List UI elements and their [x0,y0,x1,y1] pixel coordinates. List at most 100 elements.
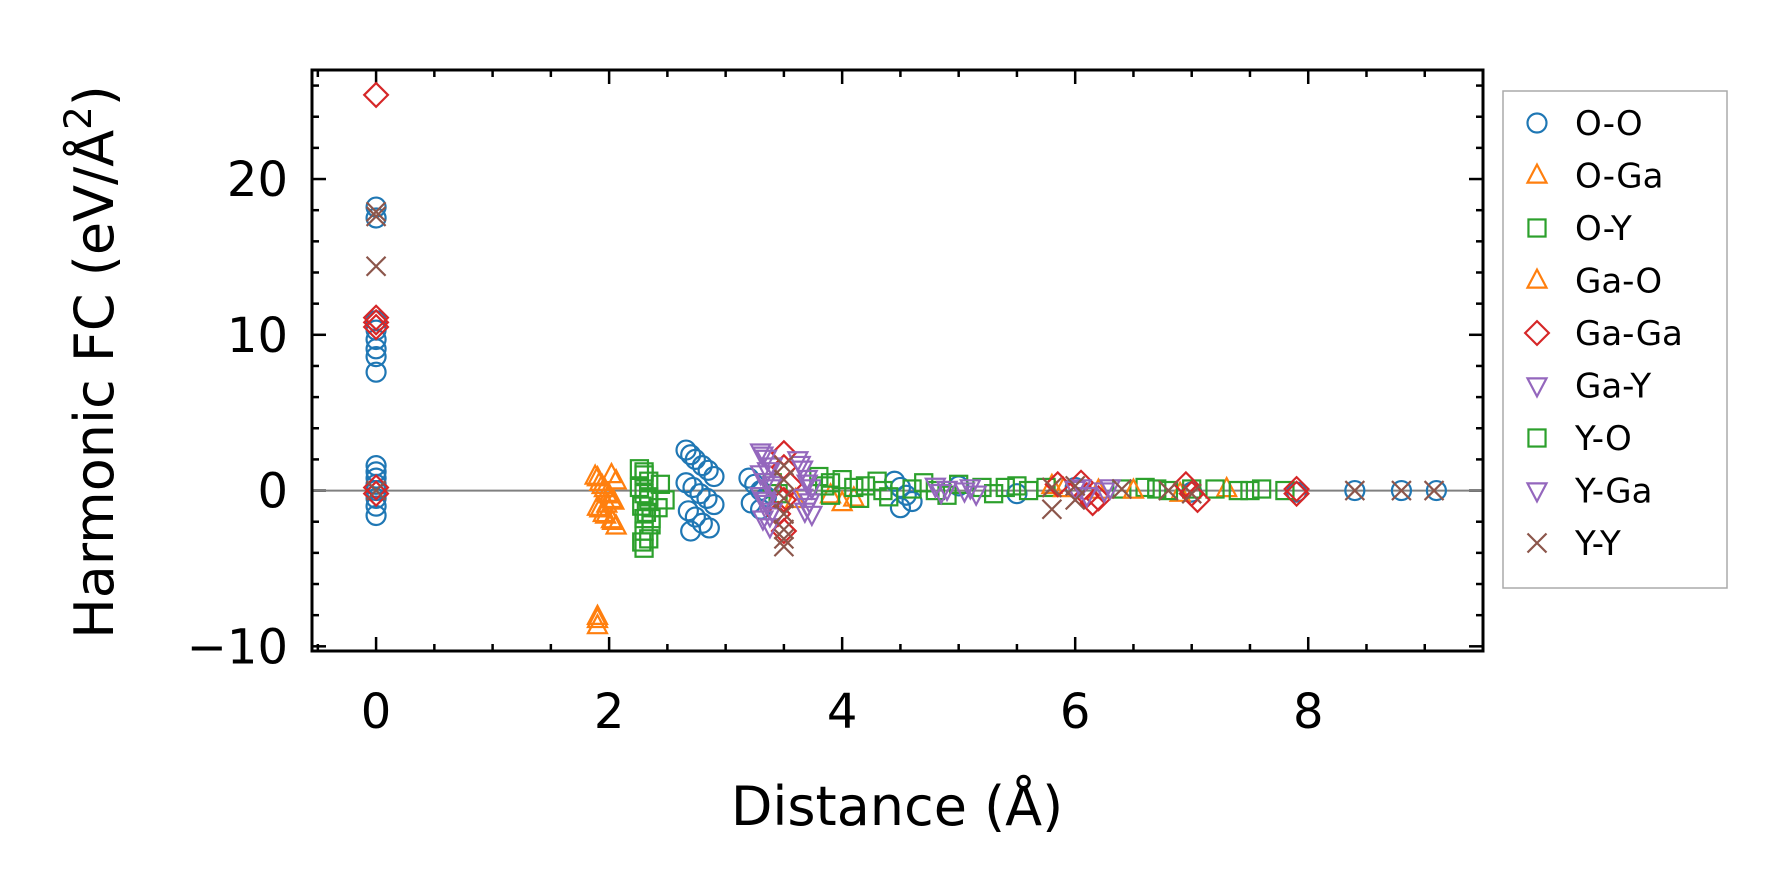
data-point [1228,480,1248,501]
data-point [1205,479,1225,499]
data-point [773,488,795,509]
data-point [795,474,819,497]
legend-label: O-Ga [1575,157,1663,197]
data-point [1344,480,1366,501]
data-point [696,487,718,509]
data-point [684,506,706,528]
data-point [935,480,959,503]
data-point [1172,470,1200,498]
legend-marker [1526,112,1548,134]
data-point [650,474,671,494]
data-point [1390,479,1413,502]
plot-frame [310,68,1485,653]
data-point [1158,480,1179,501]
legend-item: Y-O [1527,419,1632,459]
x-tick-label: 6 [1060,684,1091,740]
legend-frame [1502,90,1728,589]
data-point [820,485,841,505]
data-point [755,449,778,472]
legend-item: Y-Ga [1525,472,1652,512]
data-point [365,346,387,368]
data-point [1275,480,1295,501]
data-point [760,457,784,479]
data-point [365,255,387,277]
data-point [1112,479,1132,499]
data-point [902,479,922,499]
data-point [1041,477,1063,498]
data-point [1283,480,1311,508]
data-point [1215,475,1238,498]
data-point [1181,483,1202,504]
x-tick-label: 2 [594,684,625,740]
data-point [751,446,775,469]
data-point [365,480,387,501]
tick-labels: 0 2 4 6 8 −10 0 10 20 [187,152,1324,740]
data-point [1168,480,1192,502]
data-point [756,462,779,484]
y-axis-label-main: Harmonic FC (eV/Å [62,130,126,639]
legend-marker [1525,267,1549,289]
legend-item: O-Ga [1525,157,1663,197]
legend-item: Y-Y [1526,524,1621,564]
data-point [600,461,623,484]
data-point [680,520,702,542]
data-point [636,502,657,523]
data-point [703,465,725,488]
data-point [1007,476,1027,496]
data-point [1391,480,1412,501]
data-point [749,487,772,509]
data-point [632,532,652,552]
data-point [691,455,713,477]
data-point [677,500,699,522]
y-axis-label-close: ) [63,85,126,106]
data-point [755,472,778,495]
data-point [362,313,390,341]
data-point [583,463,607,485]
data-point [793,502,817,525]
data-point [1111,478,1133,500]
series-o-o [365,196,1447,542]
data-point [586,612,609,635]
x-tick-label: 8 [1293,684,1324,740]
data-point [365,467,387,489]
data-point [362,308,390,336]
y-tick-label: −10 [187,619,288,675]
legend-label: Y-Ga [1574,472,1652,512]
data-point [634,538,654,558]
data-point [849,488,870,509]
data-point [365,495,387,517]
data-point [703,493,725,516]
data-point [601,508,624,530]
data-point [1075,487,1099,509]
data-point [365,206,387,227]
data-point [682,476,704,499]
data-point [773,469,795,490]
data-point [634,462,654,482]
y-tick-label: 10 [227,308,288,364]
data-point [365,487,387,509]
data-point [937,485,957,505]
data-point [983,484,1004,504]
axis-ticks [312,70,1485,651]
data-point [604,467,628,490]
data-point [1251,479,1272,499]
data-points [362,81,1447,635]
legend-marker [1526,532,1548,554]
x-axis-label: Distance (Å) [731,774,1063,838]
data-point [1079,489,1107,517]
legend: O-O O-Ga O-Y Ga-O Ga-Ga Ga-Y Y-O Y-Ga Y-Y [1502,90,1728,589]
data-point [819,481,842,504]
y-tick-label: 0 [257,464,288,520]
series-y-o [632,462,1260,552]
data-point [820,473,841,493]
data-point [844,477,864,498]
data-point [788,455,812,478]
data-point [600,486,623,509]
legend-label: Ga-Y [1575,367,1651,407]
data-point [634,508,654,529]
legend-item: Ga-O [1525,262,1662,302]
legend-label: O-O [1575,104,1643,144]
y-axis-label: Harmonic FC (eV/Å2) [57,85,126,639]
data-point [586,603,609,625]
data-point [855,476,876,496]
